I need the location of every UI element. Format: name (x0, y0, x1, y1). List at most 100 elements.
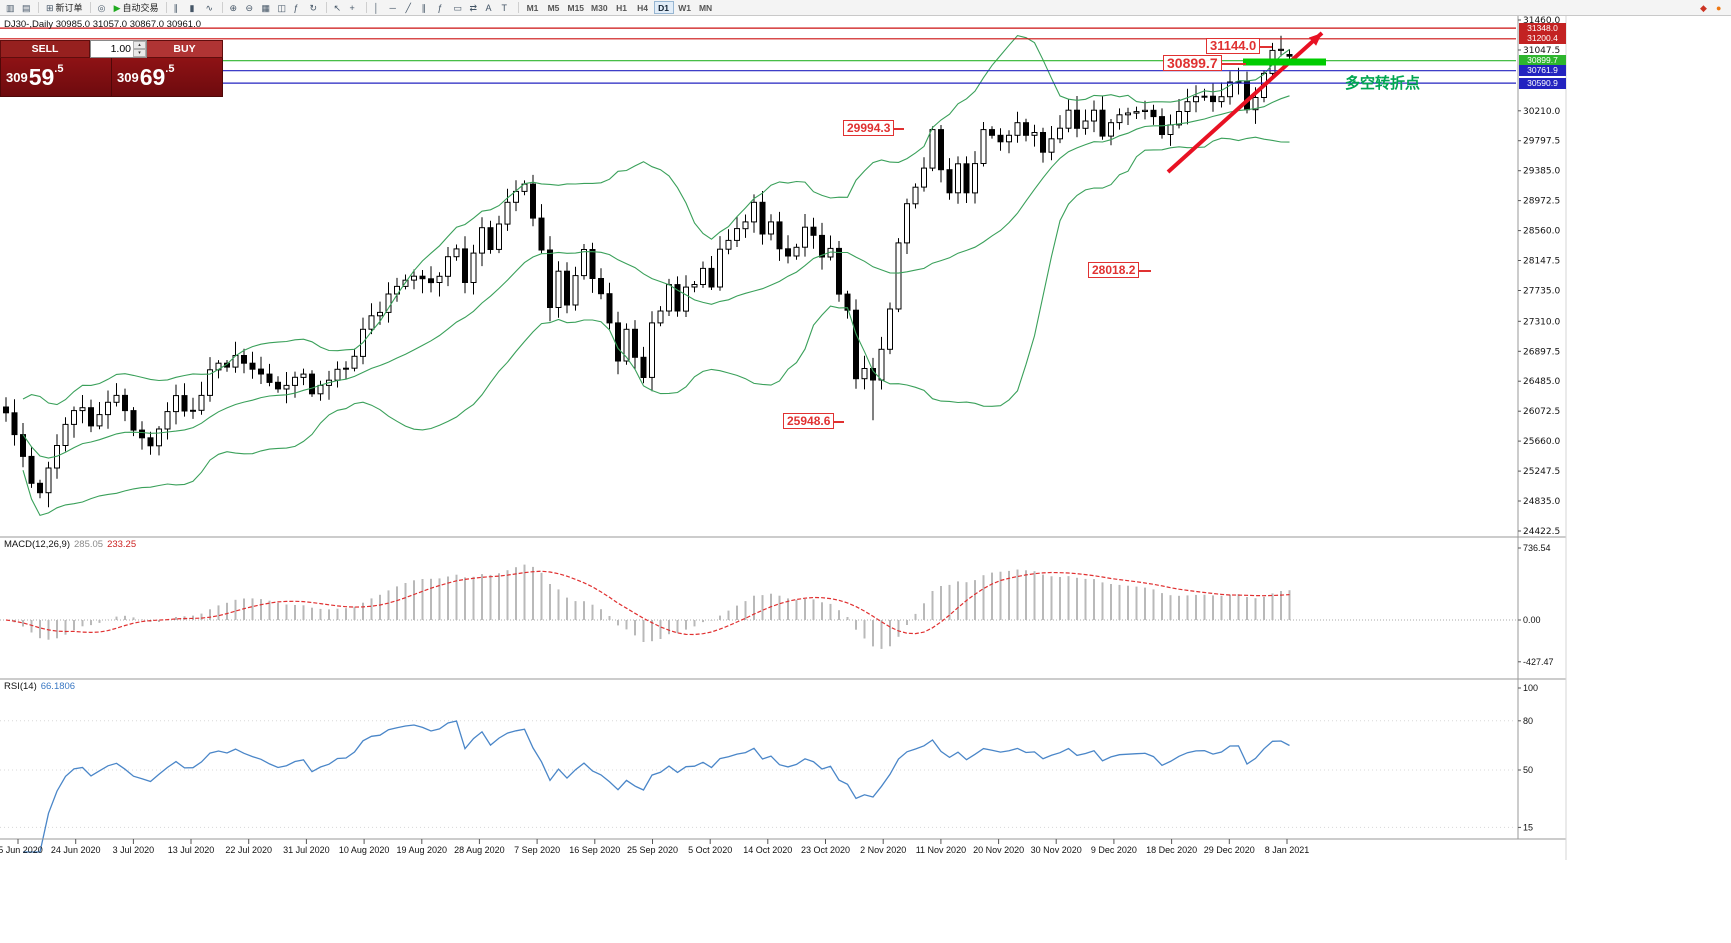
tile-windows-button[interactable]: ◫ (275, 1, 290, 15)
crosshair-icon: + (349, 2, 355, 13)
channel-button[interactable]: ∥ (419, 1, 434, 15)
drawings[interactable] (1166, 31, 1326, 174)
alert-button[interactable]: ◆ (1697, 1, 1712, 15)
channel-icon: ∥ (421, 2, 427, 13)
svg-text:25247.5: 25247.5 (1523, 467, 1560, 477)
new-chart-button[interactable]: ▥ (3, 1, 18, 15)
new-order-button[interactable]: ⊞ 新订单 (43, 1, 86, 15)
svg-text:29797.5: 29797.5 (1523, 137, 1560, 147)
autotrade-button-label: 自动交易 (122, 3, 159, 13)
sell-price-big-digits: 59 (28, 63, 55, 90)
timeframe-m15-button[interactable]: M15 (565, 1, 588, 14)
svg-text:29 Dec 2020: 29 Dec 2020 (1204, 845, 1255, 855)
refresh-icon: ↻ (309, 2, 318, 13)
grid-button[interactable]: ▦ (259, 1, 274, 15)
svg-text:29385.0: 29385.0 (1523, 167, 1560, 177)
svg-text:28560.0: 28560.0 (1523, 227, 1560, 237)
svg-text:7 Sep 2020: 7 Sep 2020 (514, 845, 560, 855)
timeframe-h1-button[interactable]: H1 (612, 1, 632, 14)
new-order-icon: ⊞ (46, 2, 54, 13)
svg-text:-427.47: -427.47 (1523, 657, 1554, 667)
bollinger-bands (22, 34, 1290, 517)
rsi-value: 66.1806 (40, 681, 76, 692)
arrows-icon: ⇄ (469, 2, 478, 13)
svg-text:13 Jul 2020: 13 Jul 2020 (168, 845, 215, 855)
zoom-in-button[interactable]: ⊕ (227, 1, 242, 15)
toolbar-separator (221, 2, 223, 13)
pane-frame (0, 16, 1567, 860)
svg-text:31460.0: 31460.0 (1523, 16, 1560, 26)
fibonacci-button[interactable]: ƒ (435, 1, 450, 15)
candlesticks (3, 35, 1293, 508)
expert-advisors-button[interactable]: ◎ (95, 1, 110, 15)
trendline-icon: ╱ (405, 2, 411, 13)
volume-input[interactable] (91, 41, 133, 57)
line-chart-button[interactable]: ∿ (203, 1, 218, 15)
bar-chart-icon: ∥ (173, 2, 179, 13)
text-button[interactable]: A (483, 1, 498, 15)
text-label-button[interactable]: T (499, 1, 514, 15)
svg-text:5 Oct 2020: 5 Oct 2020 (688, 845, 732, 855)
svg-text:25660.0: 25660.0 (1523, 437, 1560, 447)
timeframe-m30-button[interactable]: M30 (588, 1, 611, 14)
timeframe-m1-button[interactable]: M1 (523, 1, 543, 14)
volume-decrease-button[interactable]: ▾ (133, 49, 146, 57)
profiles-icon: ▤ (22, 2, 31, 13)
svg-text:24 Jun 2020: 24 Jun 2020 (51, 845, 101, 855)
price-axis: 31460.0 31047.5 30210.0 29797.5 29385.0 28972… (1518, 16, 1560, 832)
timeframe-mn-button[interactable]: MN (696, 1, 716, 14)
macd-name: MACD(12,26,9) (4, 539, 70, 550)
autotrade-button[interactable]: ▶ 自动交易 (111, 1, 162, 15)
timeframe-h4-button[interactable]: H4 (633, 1, 653, 14)
zoom-out-icon: ⊖ (245, 2, 254, 13)
vertical-line-button[interactable]: │ (371, 1, 386, 15)
svg-text:8 Jan 2021: 8 Jan 2021 (1265, 845, 1310, 855)
autotrade-icon: ▶ (113, 2, 121, 13)
timeframe-d1-button[interactable]: D1 (653, 1, 674, 14)
cursor-button[interactable]: ↖ (331, 1, 346, 15)
volume-control: ▴ ▾ (90, 40, 147, 58)
volume-spinner: ▴ ▾ (133, 41, 146, 57)
svg-text:24835.0: 24835.0 (1523, 497, 1560, 507)
svg-text:19 Aug 2020: 19 Aug 2020 (397, 845, 448, 855)
line-chart-icon: ∿ (205, 2, 214, 13)
svg-text:100: 100 (1523, 683, 1538, 693)
candlestick-chart-button[interactable]: ▮ (187, 1, 202, 15)
trendline-button[interactable]: ╱ (403, 1, 418, 15)
indicators-button[interactable]: ƒ (291, 1, 306, 15)
svg-text:27310.0: 27310.0 (1523, 317, 1560, 327)
svg-text:30210.0: 30210.0 (1523, 107, 1560, 117)
sell-price-display[interactable]: 309 59.5 (0, 58, 112, 97)
svg-text:11 Nov 2020: 11 Nov 2020 (916, 845, 966, 855)
time-axis: 15 Jun 2020 24 Jun 2020 3 Jul 2020 13 Jul 2… (0, 839, 1309, 855)
indicators-icon: ƒ (293, 2, 299, 13)
buy-price-head: 309 (117, 69, 139, 85)
shapes-button[interactable]: ▭ (451, 1, 466, 15)
bar-chart-button[interactable]: ∥ (171, 1, 186, 15)
timeframe-m5-button[interactable]: M5 (544, 1, 564, 14)
buy-button[interactable]: BUY (147, 40, 223, 58)
svg-text:736.54: 736.54 (1523, 543, 1551, 553)
expert-advisors-icon: ◎ (97, 2, 106, 13)
volume-increase-button[interactable]: ▴ (133, 41, 146, 49)
svg-text:26485.0: 26485.0 (1523, 377, 1560, 387)
sell-button[interactable]: SELL (0, 40, 90, 58)
cursor-icon: ↖ (333, 2, 342, 13)
svg-text:3 Jul 2020: 3 Jul 2020 (113, 845, 155, 855)
news-button[interactable]: ● (1713, 1, 1728, 15)
zoom-out-button[interactable]: ⊖ (243, 1, 258, 15)
refresh-button[interactable]: ↻ (307, 1, 322, 15)
rsi-line (0, 720, 1516, 853)
arrows-button[interactable]: ⇄ (467, 1, 482, 15)
profiles-button[interactable]: ▤ (19, 1, 34, 15)
horizontal-line-button[interactable]: ─ (387, 1, 402, 15)
svg-text:24422.5: 24422.5 (1523, 527, 1560, 537)
buy-price-display[interactable]: 309 69.5 (112, 58, 223, 97)
timeframe-w1-button[interactable]: W1 (675, 1, 695, 14)
macd-histogram (0, 564, 1516, 649)
svg-text:0.00: 0.00 (1523, 615, 1541, 625)
crosshair-button[interactable]: + (347, 1, 362, 15)
new-order-button-label: 新订单 (55, 3, 83, 13)
